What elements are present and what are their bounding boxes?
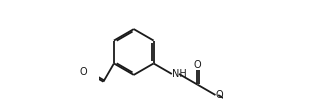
Text: O: O <box>79 67 87 77</box>
Text: O: O <box>216 90 223 100</box>
Text: NH: NH <box>172 69 187 79</box>
Text: O: O <box>194 59 201 69</box>
